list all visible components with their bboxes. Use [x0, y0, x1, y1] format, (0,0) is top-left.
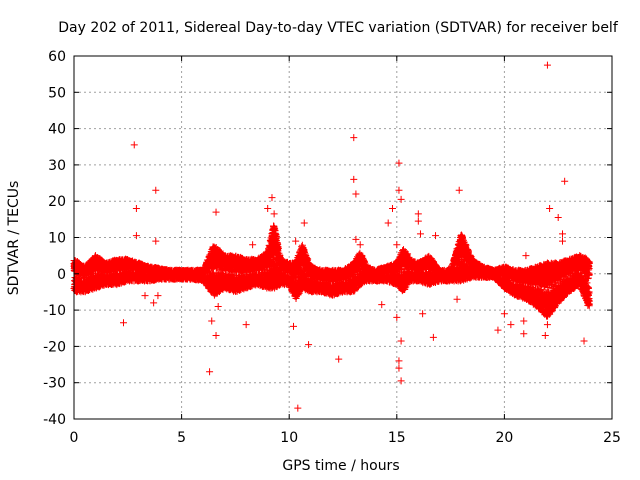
data-points — [70, 61, 593, 412]
grid-lines — [74, 56, 612, 419]
chart-title: Day 202 of 2011, Sidereal Day-to-day VTE… — [58, 20, 619, 36]
x-axis-label: GPS time / hours — [282, 458, 399, 474]
y-axis-label: SDTVAR / TECUs — [6, 181, 22, 296]
